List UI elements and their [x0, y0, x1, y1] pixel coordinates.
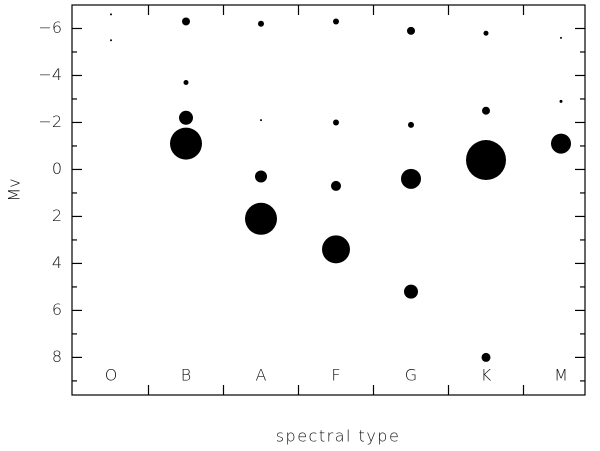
bubble	[560, 36, 562, 39]
y-tick-label: 8	[52, 347, 62, 366]
bubble	[482, 106, 490, 115]
x-category-label: G	[405, 366, 417, 385]
y-tick-label: −6	[38, 18, 62, 37]
bubble	[170, 127, 202, 160]
y-tick-label: 2	[52, 206, 62, 225]
x-category-label: O	[105, 366, 118, 385]
x-category-label: M	[554, 366, 568, 385]
bubble	[260, 119, 262, 122]
y-tick-label: 6	[52, 300, 62, 319]
y-tick-label: −4	[38, 65, 62, 84]
bubble	[179, 110, 193, 125]
bubble	[408, 121, 414, 128]
x-category-label: F	[331, 366, 340, 385]
bubble	[407, 26, 415, 35]
bubble	[551, 133, 571, 154]
y-tick-label: 4	[52, 253, 62, 272]
bubble	[183, 80, 189, 86]
y-axis-label: Mv	[5, 178, 24, 201]
bubble	[331, 180, 341, 191]
bubble	[110, 39, 112, 42]
bubble	[559, 99, 563, 103]
bubble	[182, 17, 190, 26]
bubble	[466, 140, 506, 181]
x-category-label: K	[481, 366, 492, 385]
bubble	[322, 235, 350, 264]
bubble	[245, 202, 277, 235]
bubble	[401, 168, 421, 189]
x-axis-label: spectral type	[276, 427, 401, 446]
bubble	[110, 13, 112, 16]
bubble	[481, 352, 491, 362]
plot-frame	[71, 4, 586, 396]
bubble	[333, 18, 339, 25]
bubble	[483, 30, 489, 36]
bubble	[255, 170, 267, 183]
x-category-label: A	[256, 366, 267, 385]
y-tick-label: 0	[52, 159, 62, 178]
bubble	[333, 119, 339, 126]
x-category-label: B	[181, 366, 191, 385]
y-tick-label: −2	[38, 112, 62, 131]
bubble	[258, 20, 264, 27]
bubble	[404, 284, 418, 299]
